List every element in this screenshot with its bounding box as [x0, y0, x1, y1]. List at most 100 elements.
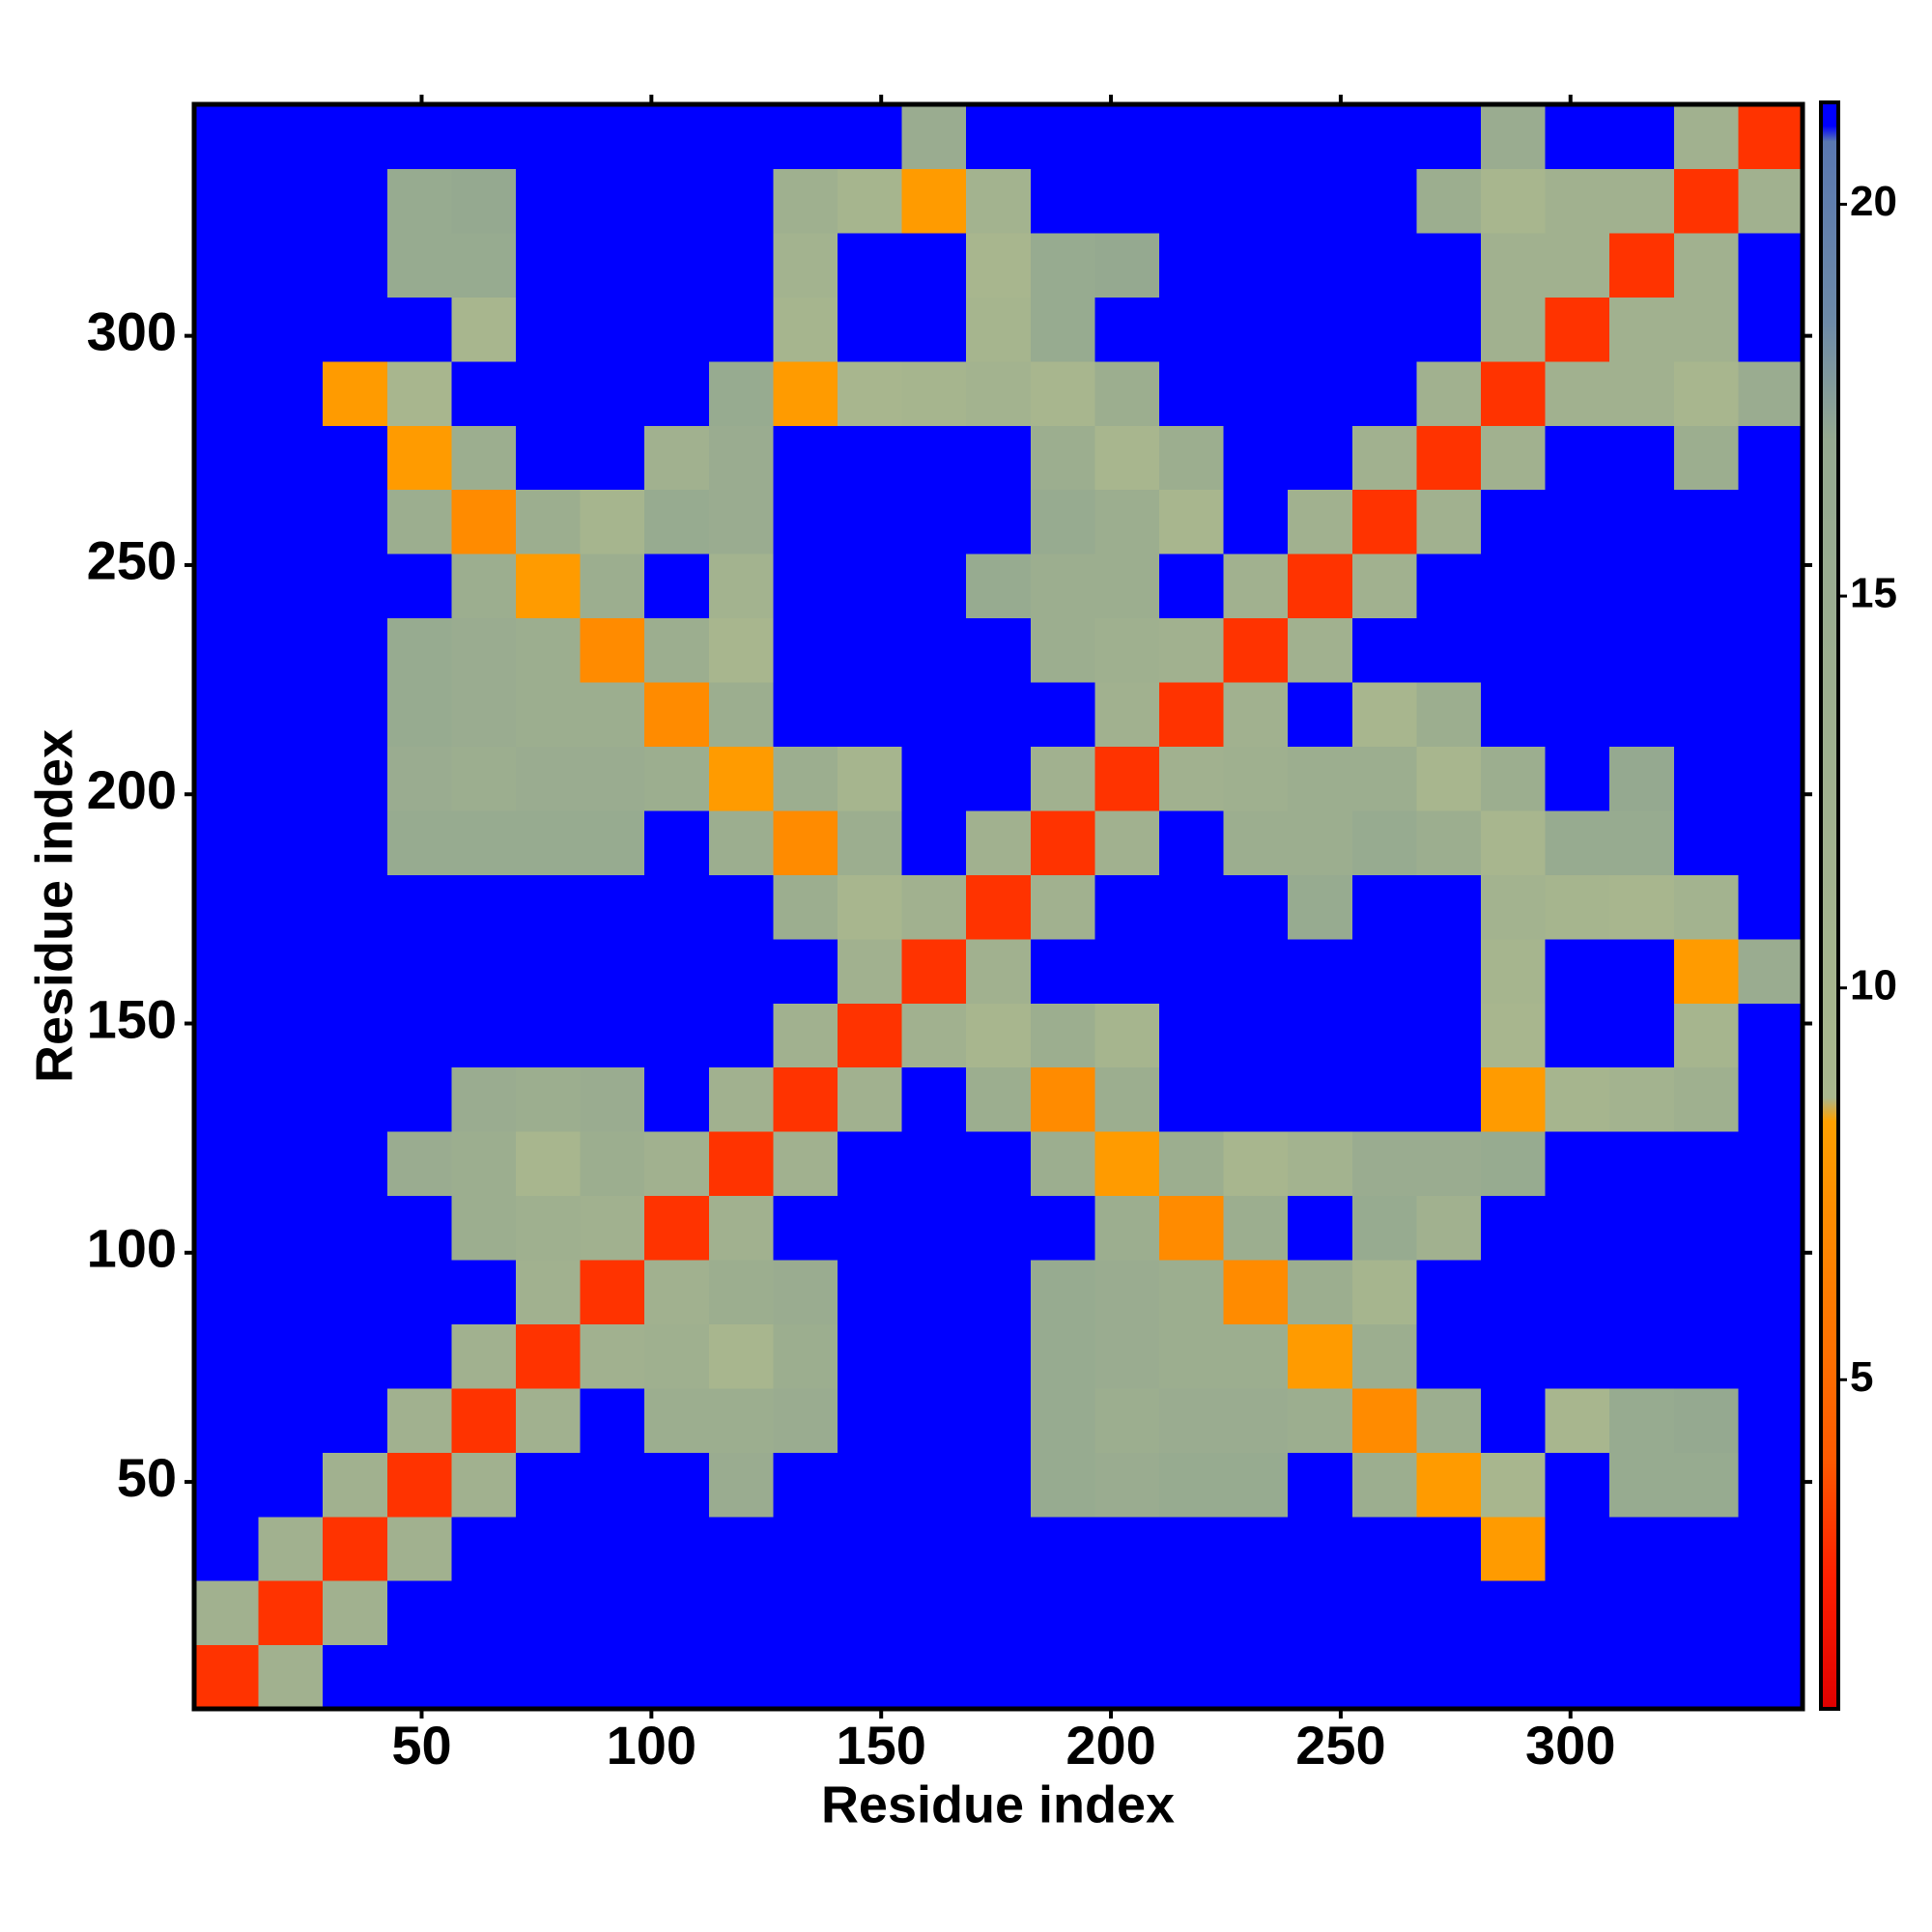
heatmap-cell [1030, 746, 1095, 811]
heatmap-cell [1094, 1066, 1160, 1132]
heatmap-cell [1223, 554, 1289, 619]
heatmap-cell [1673, 810, 1739, 875]
heatmap-cell [1416, 1323, 1482, 1389]
heatmap-cell [1481, 810, 1547, 875]
heatmap-cell [386, 681, 452, 747]
heatmap-cell [1545, 168, 1610, 234]
heatmap-cell [194, 104, 260, 170]
heatmap-cell [1609, 874, 1675, 940]
heatmap-cell [1738, 681, 1803, 747]
heatmap-cell [323, 1387, 388, 1453]
heatmap-cell [1609, 297, 1675, 362]
heatmap-cell [1030, 1644, 1095, 1709]
heatmap-cell [451, 104, 517, 170]
heatmap-cell [1416, 1195, 1482, 1261]
heatmap-cell [1609, 1195, 1675, 1261]
heatmap-cell [966, 1387, 1032, 1453]
heatmap-cell [708, 1003, 774, 1068]
heatmap-cell [1545, 360, 1610, 426]
heatmap-cell [1609, 1452, 1675, 1518]
heatmap-cell [516, 810, 582, 875]
heatmap-cell [386, 810, 452, 875]
heatmap-cell [708, 297, 774, 362]
heatmap-cell [838, 1323, 903, 1389]
heatmap-cell [1030, 1195, 1095, 1261]
heatmap-cell [1545, 1131, 1610, 1197]
heatmap-cell [386, 425, 452, 491]
heatmap-cell [386, 1066, 452, 1132]
colorbar [1819, 100, 1840, 1711]
heatmap-cell [1288, 1323, 1353, 1389]
heatmap-cell [1673, 232, 1739, 298]
heatmap-cell [708, 1195, 774, 1261]
y-tick-label: 200 [87, 759, 177, 820]
heatmap-cell [1673, 681, 1739, 747]
heatmap-cell [1223, 1259, 1289, 1324]
heatmap-cell [838, 425, 903, 491]
heatmap-cell [1738, 1066, 1803, 1132]
y-tick-label: 50 [117, 1447, 177, 1508]
heatmap-cell [1609, 1066, 1675, 1132]
heatmap-cell [1223, 1644, 1289, 1709]
heatmap-cell [1545, 554, 1610, 619]
heatmap-cell [838, 681, 903, 747]
heatmap-cell [1545, 425, 1610, 491]
heatmap-cell [1416, 1066, 1482, 1132]
heatmap-cell [194, 1580, 260, 1646]
y-tick-label: 300 [87, 300, 177, 361]
heatmap-cell [451, 232, 517, 298]
heatmap-cell [1223, 297, 1289, 362]
heatmap-cell [966, 1580, 1032, 1646]
heatmap-cell [1609, 1323, 1675, 1389]
heatmap-cell [1030, 425, 1095, 491]
heatmap-cell [966, 874, 1032, 940]
heatmap-cell [1351, 746, 1417, 811]
heatmap-cell [451, 1452, 517, 1518]
heatmap-cell [1030, 810, 1095, 875]
heatmap-cell [451, 874, 517, 940]
heatmap-cell [1351, 104, 1417, 170]
heatmap-cell [901, 617, 967, 683]
heatmap-cell [1673, 489, 1739, 554]
heatmap-cell [1351, 1003, 1417, 1068]
heatmap-cell [323, 746, 388, 811]
heatmap-cell [773, 1066, 838, 1132]
heatmap-cell [838, 1452, 903, 1518]
heatmap-cell [1416, 1580, 1482, 1646]
heatmap-cell [258, 746, 324, 811]
heatmap-cell [1673, 1003, 1739, 1068]
heatmap-cell [1481, 1066, 1547, 1132]
heatmap-cell [1416, 810, 1482, 875]
heatmap-cell [708, 1387, 774, 1453]
heatmap-cell [258, 168, 324, 234]
heatmap-cell [1288, 1003, 1353, 1068]
heatmap-cell [1030, 1516, 1095, 1581]
heatmap-cell [901, 554, 967, 619]
heatmap-cell [386, 297, 452, 362]
heatmap-cell [386, 1003, 452, 1068]
heatmap-cell [838, 1131, 903, 1197]
heatmap-cell [1738, 617, 1803, 683]
heatmap-cell [773, 746, 838, 811]
heatmap-cell [1288, 489, 1353, 554]
heatmap-cell [516, 681, 582, 747]
heatmap-cell [1481, 874, 1547, 940]
heatmap-cell [516, 1003, 582, 1068]
heatmap-cell [901, 1580, 967, 1646]
heatmap-cell [708, 104, 774, 170]
heatmap-cell [1673, 1516, 1739, 1581]
heatmap-cell [708, 554, 774, 619]
heatmap-cell [644, 554, 710, 619]
heatmap-cell [580, 681, 645, 747]
heatmap-cell [1609, 425, 1675, 491]
heatmap-cell [451, 1259, 517, 1324]
heatmap-cell [1481, 425, 1547, 491]
heatmap-cell [580, 746, 645, 811]
heatmap-cell [516, 617, 582, 683]
heatmap-cell [1351, 1516, 1417, 1581]
heatmap-cell [516, 489, 582, 554]
heatmap-cell [1288, 554, 1353, 619]
heatmap-cell [1609, 681, 1675, 747]
heatmap-cell [386, 1452, 452, 1518]
heatmap-cell [1223, 746, 1289, 811]
